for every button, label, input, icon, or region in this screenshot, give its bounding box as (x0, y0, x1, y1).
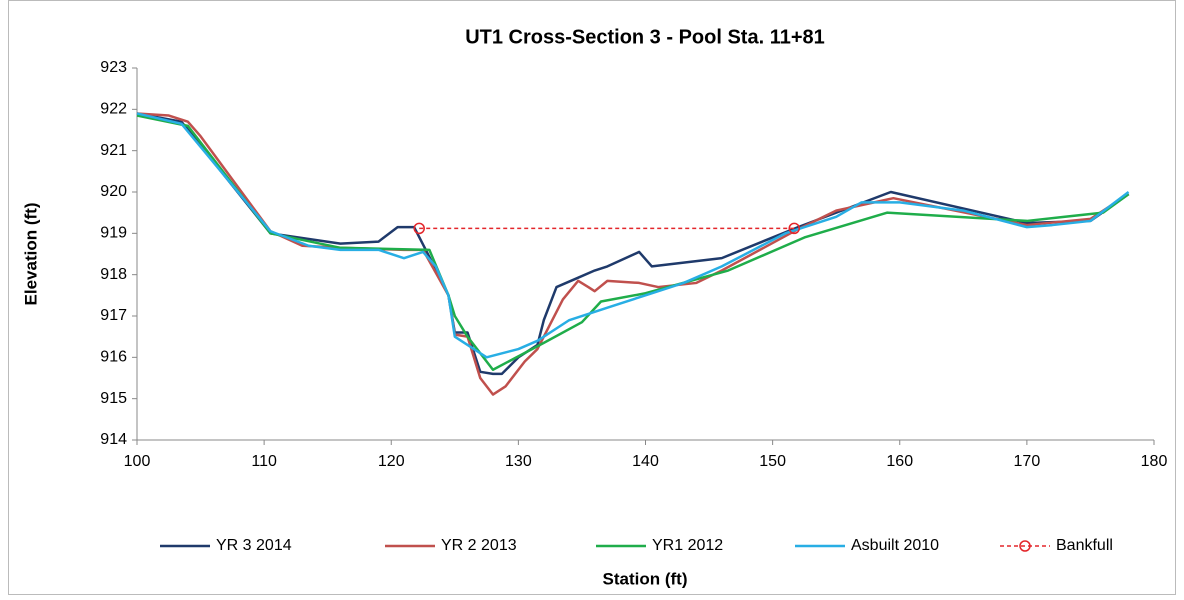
legend-label: Asbuilt 2010 (851, 537, 939, 554)
data-point (788, 222, 800, 235)
x-axis-label: Station (ft) (603, 569, 688, 588)
legend-marker (1019, 540, 1031, 552)
y-axis-label: Elevation (ft) (21, 203, 40, 306)
y-tick-label: 916 (100, 349, 127, 366)
y-tick-label: 915 (100, 390, 127, 407)
data-point (413, 222, 425, 235)
x-tick-label: 180 (1141, 453, 1168, 470)
legend-label: YR1 2012 (652, 537, 723, 554)
chart-border (8, 0, 1176, 595)
y-tick-label: 917 (100, 307, 127, 324)
legend-label: Bankfull (1056, 537, 1113, 554)
x-tick-label: 150 (759, 453, 786, 470)
series-line (136, 114, 1130, 371)
x-tick-label: 170 (1014, 453, 1041, 470)
x-tick-label: 120 (378, 453, 405, 470)
chart-title: UT1 Cross-Section 3 - Pool Sta. 11+81 (465, 26, 825, 48)
y-tick-label: 922 (100, 101, 127, 118)
x-tick-label: 100 (124, 453, 151, 470)
legend-label: YR 3 2014 (216, 537, 292, 554)
y-tick-label: 923 (100, 59, 127, 76)
x-tick-label: 110 (251, 453, 277, 470)
y-tick-label: 919 (100, 225, 127, 242)
x-tick-label: 130 (505, 453, 532, 470)
legend-label: YR 2 2013 (441, 537, 517, 554)
y-tick-label: 918 (100, 266, 127, 283)
y-tick-label: 921 (100, 142, 127, 159)
x-tick-label: 140 (632, 453, 659, 470)
y-tick-label: 914 (100, 431, 127, 448)
series-line (136, 112, 1130, 359)
x-tick-label: 160 (886, 453, 913, 470)
y-tick-label: 920 (100, 183, 127, 200)
